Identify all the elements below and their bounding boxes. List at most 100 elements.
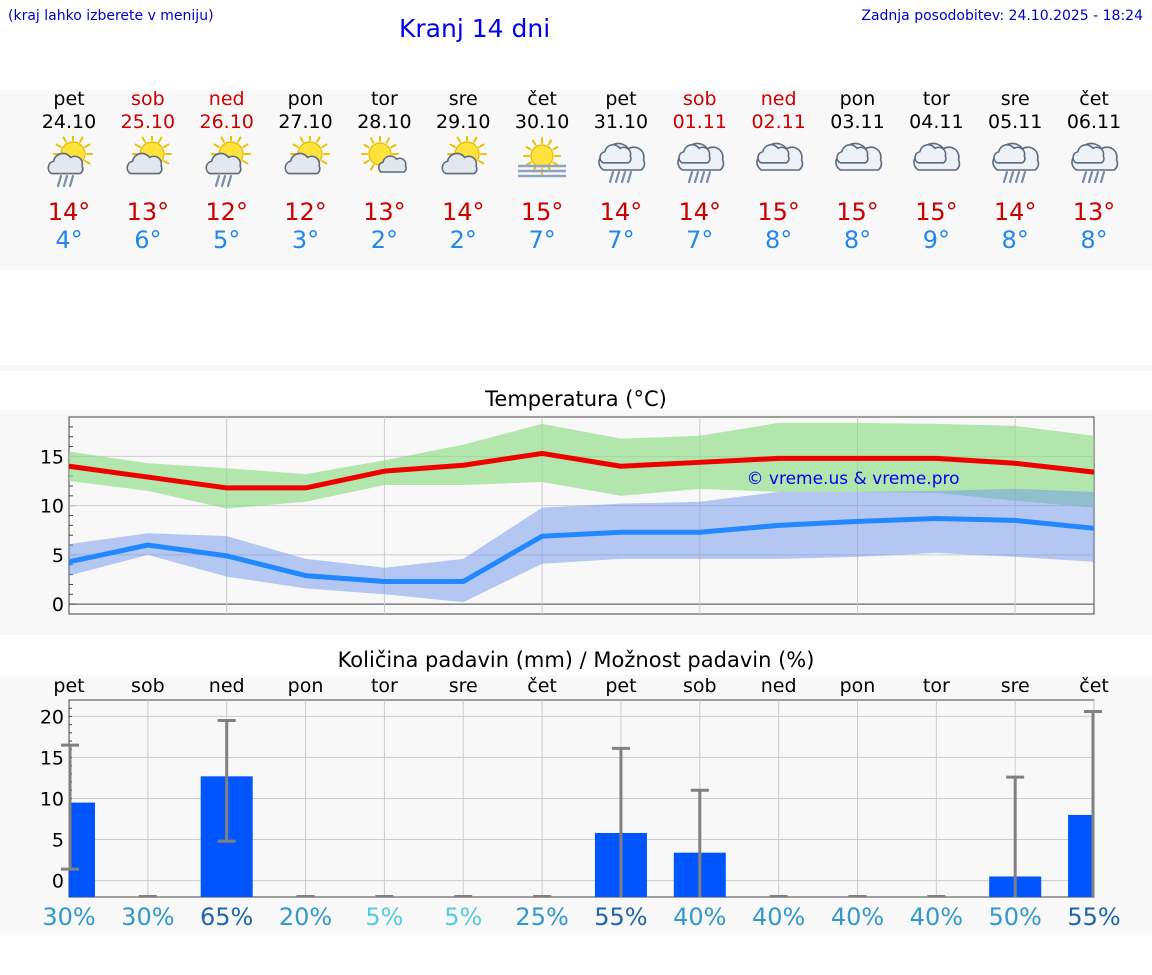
series-line xyxy=(68,450,1095,491)
day-date: 02.11 xyxy=(751,111,806,133)
cloud-rain-icon xyxy=(676,142,725,184)
min-temp: 8° xyxy=(1080,226,1108,254)
precip-probability: 40% xyxy=(830,903,885,931)
precip-day-label: ned xyxy=(208,675,245,697)
max-temp: 13° xyxy=(126,198,170,226)
precip-day-label: pon xyxy=(287,675,324,697)
day-date: 27.10 xyxy=(278,111,333,133)
day-date: 31.10 xyxy=(593,111,649,133)
max-temp: 15° xyxy=(520,198,564,226)
min-temp: 7° xyxy=(686,226,714,254)
y-tick-label: 10 xyxy=(40,789,64,811)
day-name: tor xyxy=(922,88,950,110)
day-date: 05.11 xyxy=(987,111,1043,133)
day-name: čet xyxy=(1079,88,1109,110)
min-temp: 2° xyxy=(449,226,477,254)
temp-chart-title: Temperatura (°C) xyxy=(485,387,667,411)
day-name: čet xyxy=(527,88,557,110)
max-temp: 14° xyxy=(993,198,1037,226)
max-temp: 12° xyxy=(205,198,248,226)
max-temp: 13° xyxy=(1072,198,1116,226)
precip-day-label: sre xyxy=(448,675,478,697)
max-temp: 14° xyxy=(678,198,722,226)
precip-day-label: tor xyxy=(370,675,398,697)
day-date: 28.10 xyxy=(357,111,412,133)
day-date: 01.11 xyxy=(672,111,727,133)
sun-cloud-icon xyxy=(284,136,330,175)
day-date: 25.10 xyxy=(120,111,176,133)
precip-probability: 40% xyxy=(673,903,727,931)
cloud-rain-icon xyxy=(1071,142,1119,184)
day-date: 30.10 xyxy=(514,111,570,133)
range-band xyxy=(69,488,1095,603)
precip-probability: 40% xyxy=(909,903,964,931)
precip-day-label: ned xyxy=(760,675,797,697)
max-temp: 15° xyxy=(757,198,800,226)
y-tick-label: 5 xyxy=(52,830,64,852)
min-temp: 3° xyxy=(291,226,320,254)
max-temp: 12° xyxy=(284,198,327,226)
precip-day-label: pet xyxy=(605,675,637,697)
range-band xyxy=(69,422,1095,509)
precip-probability: 40% xyxy=(751,903,806,931)
divider xyxy=(0,365,1152,371)
precip-probability: 30% xyxy=(42,903,96,931)
precip-probability: 30% xyxy=(121,903,175,931)
precip-probability: 25% xyxy=(515,903,569,931)
day-date: 26.10 xyxy=(199,111,254,133)
max-temp: 15° xyxy=(836,198,879,226)
watermark: © vreme.us & vreme.pro xyxy=(746,469,959,489)
forecast-strip xyxy=(0,90,1152,270)
precip-day-label: sob xyxy=(131,675,165,697)
day-name: ned xyxy=(760,88,797,110)
sun-cloud-icon xyxy=(441,136,488,175)
day-name: pon xyxy=(287,88,324,110)
day-name: tor xyxy=(370,88,398,110)
precip-day-label: čet xyxy=(527,675,557,697)
page-title: Kranj 14 dni xyxy=(399,14,551,43)
precip-day-label: čet xyxy=(1079,675,1109,697)
day-date: 24.10 xyxy=(41,111,97,133)
day-name: sre xyxy=(448,88,478,110)
y-tick-label: 10 xyxy=(40,496,64,518)
max-temp: 15° xyxy=(915,198,958,226)
max-temp: 13° xyxy=(363,198,406,226)
last-update: Zadnja posodobitev: 24.10.2025 - 18:24 xyxy=(861,8,1143,24)
y-tick-label: 15 xyxy=(40,446,64,468)
precip-probability: 20% xyxy=(278,903,333,931)
sun-fog-icon xyxy=(518,137,567,178)
min-temp: 7° xyxy=(528,226,556,254)
y-tick-label: 20 xyxy=(40,706,64,728)
min-temp: 5° xyxy=(213,226,241,254)
day-date: 04.11 xyxy=(909,111,964,133)
day-date: 03.11 xyxy=(830,111,885,133)
cloud-icon xyxy=(755,142,803,171)
day-name: sre xyxy=(1000,88,1030,110)
sun-cloud-rain-icon xyxy=(47,136,93,188)
temperature-chart: 0 5 10 15 © vreme.us & vreme.pro xyxy=(40,416,1095,616)
precip-chart-title: Količina padavin (mm) / Možnost padavin … xyxy=(337,648,815,672)
precip-bar xyxy=(69,802,95,897)
min-temp: 7° xyxy=(607,226,635,254)
precip-probability: 55% xyxy=(1067,903,1121,931)
day-date: 06.11 xyxy=(1066,111,1122,133)
cloud-rain-icon xyxy=(598,142,646,184)
cloud-icon xyxy=(913,142,961,171)
location-hint: (kraj lahko izberete v meniju) xyxy=(8,8,214,24)
precip-probability: 5% xyxy=(365,903,404,931)
precip-day-label: pon xyxy=(839,675,876,697)
sun-cloud-rain-icon xyxy=(205,136,251,188)
max-temp: 14° xyxy=(599,198,643,226)
precip-probability: 50% xyxy=(988,903,1042,931)
day-date: 29.10 xyxy=(436,111,491,133)
series-line xyxy=(68,515,1095,584)
min-temp: 8° xyxy=(843,226,872,254)
precip-day-label: sob xyxy=(683,675,717,697)
min-temp: 4° xyxy=(55,226,83,254)
cloud-rain-icon xyxy=(992,142,1040,184)
precipitation-chart: 0 5 10 15 20 xyxy=(40,699,1102,898)
precip-probability: 55% xyxy=(594,903,648,931)
day-name: pon xyxy=(839,88,876,110)
sun-small-cloud-icon xyxy=(361,136,408,173)
sun-cloud-icon xyxy=(126,136,172,175)
